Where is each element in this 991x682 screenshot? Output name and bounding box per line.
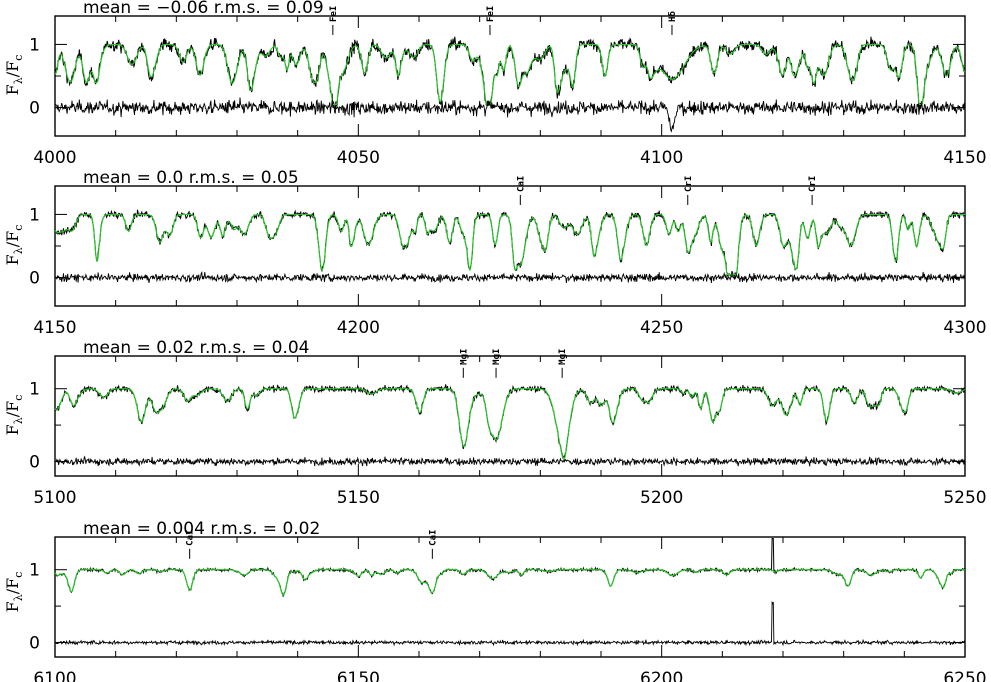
panel-stats-header: mean = 0.0 r.m.s. = 0.05 xyxy=(83,168,299,188)
x-tick-label: 6150 xyxy=(337,669,380,682)
x-tick-label: 4300 xyxy=(943,318,986,338)
spectrum-panel-2: 4150 4200 4250 4300 0 1 mean = 0.0 r.m.s. = 0.… xyxy=(3,168,987,338)
y-axis-label: Fλ/Fc xyxy=(3,55,25,96)
line-id-label: MgI xyxy=(459,349,469,365)
y-axis-label-sub1: λ xyxy=(12,594,25,601)
y-axis-label-main: F xyxy=(3,84,22,95)
y-axis-label-sub1: λ xyxy=(12,247,25,254)
x-tick-label: 4200 xyxy=(337,318,380,338)
y-axis-label-sub2: c xyxy=(12,55,25,61)
x-tick-label: 4150 xyxy=(943,148,986,168)
y-tick-label: 0 xyxy=(29,99,40,119)
panel-stats-header: mean = 0.02 r.m.s. = 0.04 xyxy=(83,338,309,358)
x-tick-label: 5250 xyxy=(943,488,986,508)
spectrum-panel-1: 4000 4050 4100 4150 0 1 mean = −0.06 r.m.s. = … xyxy=(3,0,987,168)
x-tick-label: 5200 xyxy=(640,488,683,508)
model-spectrum-line xyxy=(54,213,965,275)
x-tick-label: 4000 xyxy=(33,148,76,168)
x-tick-label: 4050 xyxy=(337,148,380,168)
x-tick-label: 4250 xyxy=(640,318,683,338)
y-axis-label-sub1: λ xyxy=(12,417,25,424)
model-spectrum-line xyxy=(54,388,966,459)
y-tick-label: 0 xyxy=(29,633,40,653)
y-axis-label-slash: /F xyxy=(3,61,22,78)
x-tick-label: 4150 xyxy=(33,318,76,338)
x-tick-label: 5100 xyxy=(33,488,76,508)
line-id-label: CrI xyxy=(808,176,818,192)
y-tick-label: 1 xyxy=(29,380,40,400)
y-tick-label: 1 xyxy=(29,35,40,55)
y-tick-label: 1 xyxy=(29,205,40,225)
y-axis-label-slash: /F xyxy=(3,401,22,418)
panel-stats-header: mean = −0.06 r.m.s. = 0.09 xyxy=(83,0,324,18)
observed-spectrum-line xyxy=(54,36,966,111)
spectrum-panel-3: 5100 5150 5200 5250 0 1 mean = 0.02 r.m.s. = 0… xyxy=(3,338,987,508)
y-axis-label-main: F xyxy=(3,254,22,265)
observed-spectrum-line xyxy=(54,383,966,459)
residual-line xyxy=(55,600,966,647)
y-axis-label-slash: /F xyxy=(3,231,22,248)
observed-spectrum-line xyxy=(54,209,966,277)
y-axis-label-sub2: c xyxy=(12,225,25,231)
residual-line xyxy=(54,97,966,133)
x-tick-label: 4100 xyxy=(640,148,683,168)
line-id-label: Hδ xyxy=(668,11,678,22)
x-tick-label: 6250 xyxy=(943,669,986,682)
y-tick-label: 1 xyxy=(29,561,40,581)
y-tick-label: 0 xyxy=(29,269,40,289)
plot-frame xyxy=(54,185,966,307)
residual-line xyxy=(54,270,966,284)
y-axis-label-main: F xyxy=(3,601,22,612)
spectrum-panel-4: 6100 6150 6200 6250 0 1 mean = 0.004 r.m.s. = … xyxy=(3,519,987,682)
line-id-label: FeI xyxy=(486,6,496,22)
line-id-label: CaI xyxy=(516,176,526,192)
y-axis-label: Fλ/Fc xyxy=(3,395,25,436)
x-tick-label: 5150 xyxy=(337,488,380,508)
y-tick-label: 0 xyxy=(29,452,40,472)
y-axis-label-sub2: c xyxy=(12,572,25,578)
line-id-label: CrI xyxy=(684,176,694,192)
line-id-label: MgI xyxy=(558,349,568,365)
line-id-label: CaI xyxy=(186,530,196,546)
model-spectrum-line xyxy=(54,569,965,596)
model-spectrum-line xyxy=(54,43,966,105)
y-axis-label-main: F xyxy=(3,424,22,435)
x-tick-label: 6200 xyxy=(640,669,683,682)
y-axis-label-sub1: λ xyxy=(12,77,25,84)
line-id-label: MgI xyxy=(492,349,502,365)
line-id-label: CaI xyxy=(428,530,438,546)
y-axis-label-slash: /F xyxy=(3,578,22,595)
plot-frame xyxy=(54,15,966,137)
residual-line xyxy=(54,455,966,467)
panel-stats-header: mean = 0.004 r.m.s. = 0.02 xyxy=(83,519,320,539)
line-id-label: FeI xyxy=(329,6,339,22)
y-axis-label: Fλ/Fc xyxy=(3,225,25,266)
plot-frame xyxy=(54,355,966,477)
plot-frame xyxy=(54,536,966,658)
y-axis-label: Fλ/Fc xyxy=(3,572,25,613)
x-tick-label: 6100 xyxy=(33,669,76,682)
y-axis-label-sub2: c xyxy=(12,395,25,401)
